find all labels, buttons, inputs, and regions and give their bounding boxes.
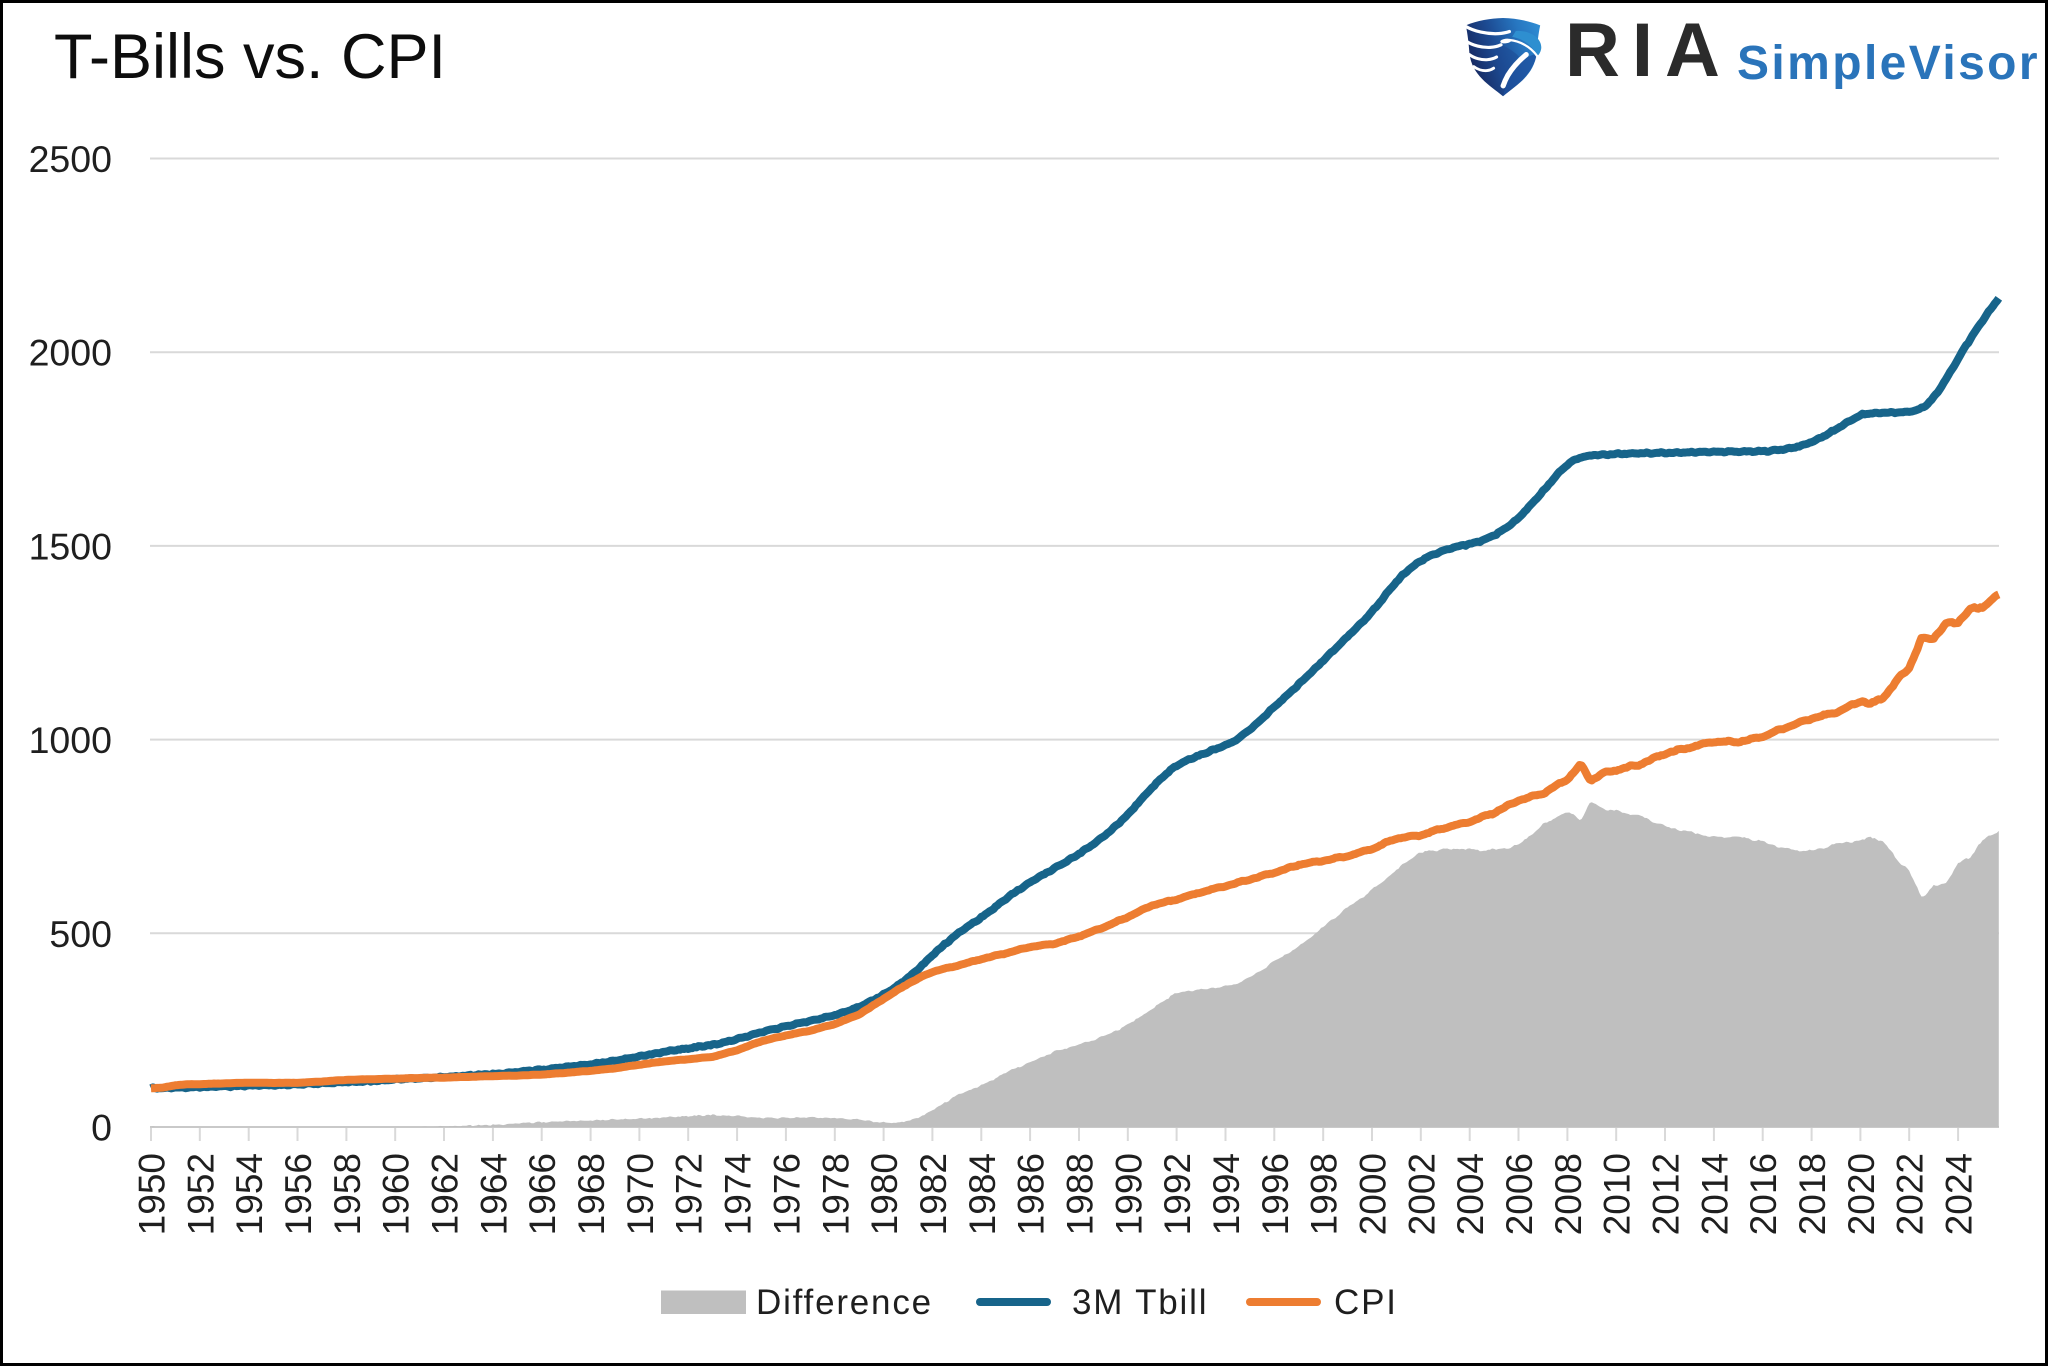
svg-text:1978: 1978 — [815, 1153, 856, 1235]
svg-text:1992: 1992 — [1157, 1153, 1198, 1235]
svg-text:0: 0 — [91, 1107, 112, 1149]
svg-text:1970: 1970 — [620, 1153, 661, 1235]
svg-text:2020: 2020 — [1841, 1153, 1882, 1235]
svg-text:1966: 1966 — [522, 1153, 563, 1235]
svg-text:2016: 2016 — [1743, 1153, 1784, 1235]
svg-text:1962: 1962 — [425, 1153, 466, 1235]
svg-text:2006: 2006 — [1499, 1153, 1540, 1235]
svg-text:2018: 2018 — [1792, 1153, 1833, 1235]
svg-text:Difference: Difference — [756, 1283, 933, 1322]
svg-text:2004: 2004 — [1450, 1153, 1491, 1235]
svg-text:2024: 2024 — [1939, 1153, 1980, 1235]
svg-text:500: 500 — [49, 913, 112, 955]
svg-text:1990: 1990 — [1108, 1153, 1149, 1235]
svg-text:2500: 2500 — [29, 138, 112, 180]
svg-text:2012: 2012 — [1646, 1153, 1687, 1235]
svg-text:1968: 1968 — [571, 1153, 612, 1235]
svg-text:1982: 1982 — [913, 1153, 954, 1235]
svg-text:1954: 1954 — [229, 1153, 270, 1235]
svg-text:3M Tbill: 3M Tbill — [1072, 1283, 1208, 1322]
svg-text:1996: 1996 — [1255, 1153, 1296, 1235]
svg-text:RIA: RIA — [1565, 8, 1732, 93]
svg-text:1958: 1958 — [327, 1153, 368, 1235]
svg-text:2000: 2000 — [1353, 1153, 1394, 1235]
svg-text:1974: 1974 — [718, 1153, 759, 1235]
svg-text:1998: 1998 — [1304, 1153, 1345, 1235]
svg-text:1956: 1956 — [278, 1153, 319, 1235]
svg-text:2014: 2014 — [1694, 1153, 1735, 1235]
svg-text:2022: 2022 — [1890, 1153, 1931, 1235]
svg-text:1960: 1960 — [376, 1153, 417, 1235]
svg-text:1972: 1972 — [669, 1153, 710, 1235]
svg-text:2008: 2008 — [1548, 1153, 1589, 1235]
svg-text:1994: 1994 — [1206, 1153, 1247, 1235]
svg-text:2000: 2000 — [29, 332, 112, 374]
svg-text:1000: 1000 — [29, 719, 112, 761]
svg-text:2002: 2002 — [1401, 1153, 1442, 1235]
svg-text:T-Bills vs. CPI: T-Bills vs. CPI — [54, 22, 446, 92]
svg-text:1952: 1952 — [180, 1153, 221, 1235]
svg-text:1950: 1950 — [132, 1153, 173, 1235]
svg-text:1500: 1500 — [29, 525, 112, 567]
svg-text:2010: 2010 — [1597, 1153, 1638, 1235]
svg-text:CPI: CPI — [1334, 1283, 1398, 1322]
svg-text:1980: 1980 — [864, 1153, 905, 1235]
svg-text:1984: 1984 — [962, 1153, 1003, 1235]
svg-text:1964: 1964 — [473, 1153, 514, 1235]
svg-text:1986: 1986 — [1011, 1153, 1052, 1235]
svg-text:1988: 1988 — [1060, 1153, 1101, 1235]
svg-text:SimpleVisor: SimpleVisor — [1737, 37, 2040, 90]
svg-text:1976: 1976 — [766, 1153, 807, 1235]
